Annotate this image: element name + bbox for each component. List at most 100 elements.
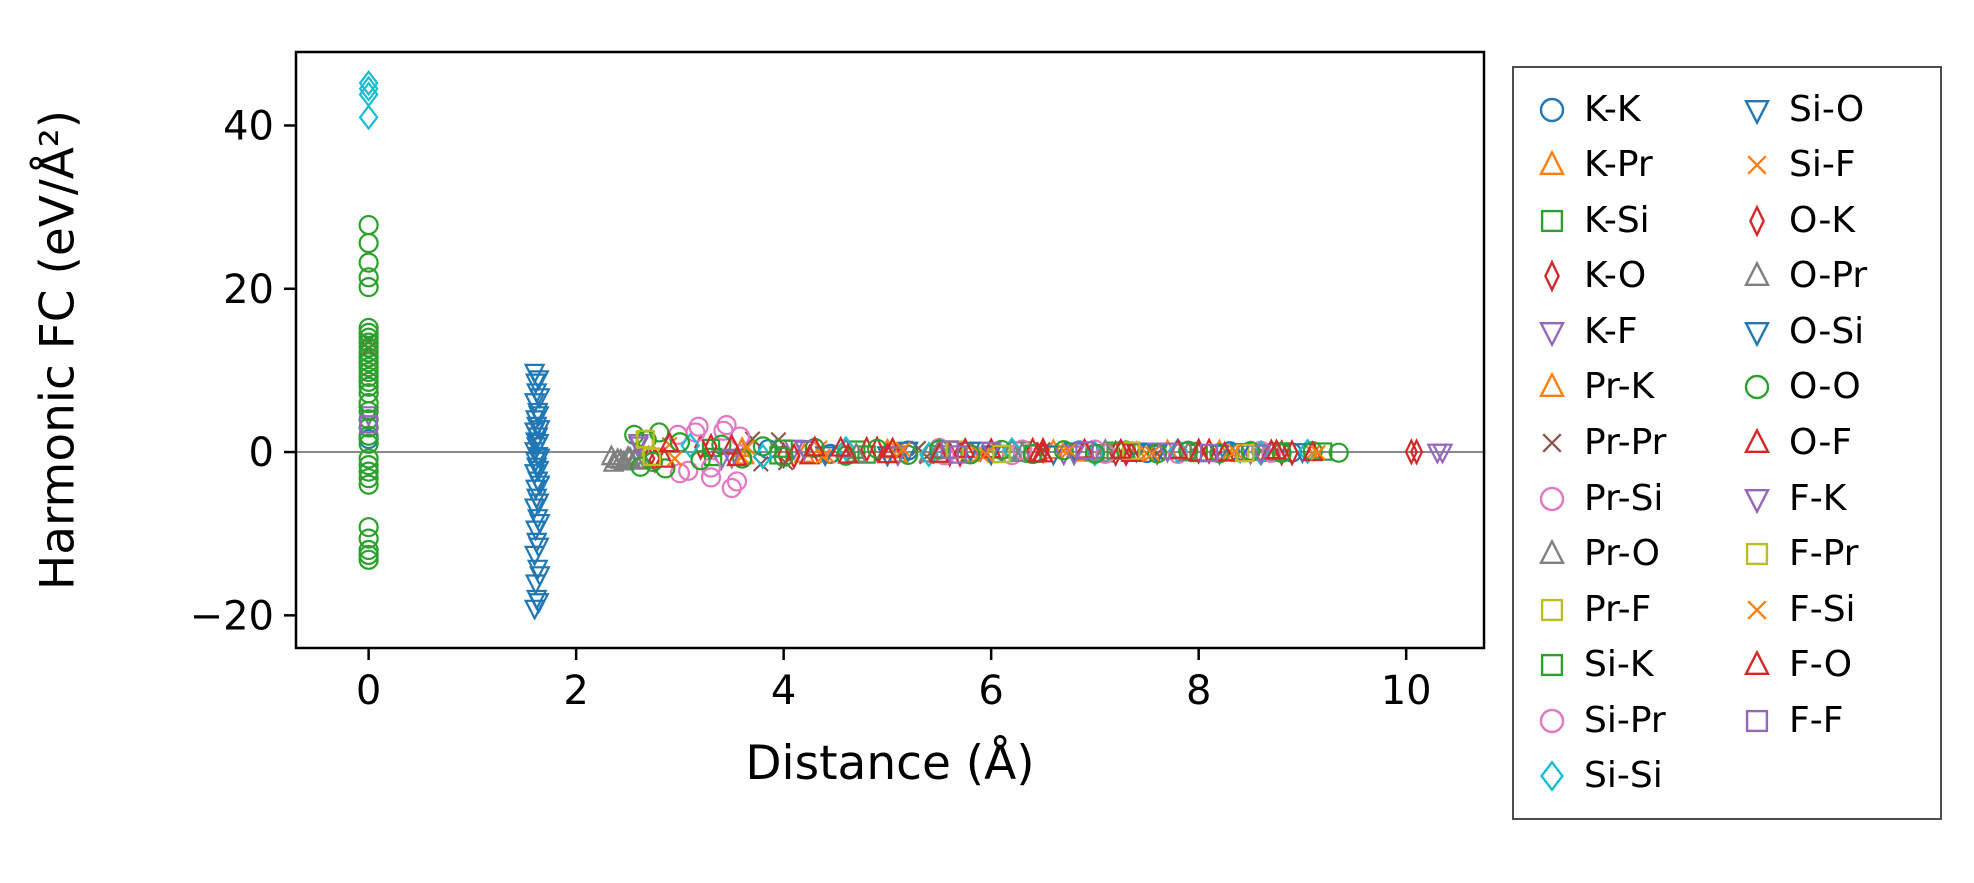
data-point <box>358 342 379 363</box>
data-point <box>1084 443 1106 464</box>
legend-label: Pr-Si <box>1584 477 1664 519</box>
data-point <box>720 433 743 455</box>
data-point <box>527 406 550 428</box>
data-point <box>1061 442 1077 459</box>
y-tick-label: 20 <box>223 267 274 313</box>
legend-label: O-O <box>1789 366 1861 408</box>
data-point <box>358 455 379 476</box>
data-point <box>732 448 753 469</box>
y-tick-label: 0 <box>249 430 274 476</box>
legend-label: O-F <box>1789 421 1853 463</box>
x-axis-label: Distance (Å) <box>745 736 1035 791</box>
legend-item-F-Pr: F-Pr <box>1739 526 1920 582</box>
data-point <box>928 441 951 463</box>
triangle-down-marker-icon <box>1744 321 1770 348</box>
data-point <box>721 477 742 499</box>
data-point <box>655 458 676 479</box>
legend-label: Si-O <box>1789 88 1865 130</box>
data-point <box>835 435 856 462</box>
data-point <box>624 448 647 470</box>
legend-item-O-Si: O-Si <box>1739 304 1920 360</box>
y-axis-label: Harmonic FC (eV/Å²) <box>30 109 86 591</box>
data-point <box>527 433 550 456</box>
legend-label: Si-Si <box>1584 755 1663 797</box>
series-F-F <box>359 415 1219 464</box>
data-point <box>358 366 379 388</box>
data-point <box>529 388 551 410</box>
data-point <box>529 566 551 588</box>
data-point <box>1209 443 1230 464</box>
data-point <box>700 467 722 488</box>
data-point <box>358 352 379 373</box>
legend-item-Si-Pr: Si-Pr <box>1534 693 1715 749</box>
legend-item-F-O: F-O <box>1739 637 1920 693</box>
data-point <box>636 429 655 449</box>
data-point <box>529 420 551 442</box>
x-tick-label: 0 <box>356 668 381 714</box>
legend-item-K-Pr: K-Pr <box>1534 138 1715 194</box>
y-tick-label: 40 <box>223 103 274 149</box>
data-point <box>980 437 1002 459</box>
data-point <box>527 537 550 559</box>
data-point <box>1285 438 1299 467</box>
legend-label: Pr-K <box>1584 366 1655 408</box>
data-point <box>1250 444 1272 466</box>
data-point <box>948 445 968 464</box>
data-point <box>1138 445 1155 462</box>
data-point <box>716 415 737 436</box>
legend-item-F-K: F-K <box>1739 471 1920 527</box>
data-point <box>1011 440 1034 462</box>
data-point <box>1208 444 1231 466</box>
x-tick-label: 10 <box>1381 668 1432 714</box>
legend-label: K-Si <box>1584 199 1650 241</box>
data-point <box>793 441 816 463</box>
legend-label: F-Si <box>1789 588 1856 630</box>
data-point <box>929 439 950 460</box>
data-point <box>358 448 379 469</box>
data-point <box>529 448 551 470</box>
data-point <box>526 559 549 581</box>
data-point <box>358 69 379 97</box>
legend-item-K-F: K-F <box>1534 304 1715 360</box>
data-point <box>358 549 379 570</box>
circle-marker-icon <box>1539 708 1565 733</box>
data-point <box>977 446 994 463</box>
square-marker-icon <box>1540 598 1564 621</box>
data-point <box>609 447 632 469</box>
data-point <box>1094 437 1117 460</box>
data-point <box>720 448 743 470</box>
data-point <box>358 371 379 392</box>
triangle-up-marker-icon <box>1539 150 1565 176</box>
data-point <box>1271 442 1292 463</box>
data-point <box>358 332 379 353</box>
data-point <box>1304 444 1321 461</box>
data-point <box>1265 438 1288 460</box>
data-point <box>1110 437 1132 459</box>
triangle-up-marker-icon <box>1744 261 1770 287</box>
circle-marker-icon <box>1744 375 1770 400</box>
legend-item-O-F: O-F <box>1739 415 1920 471</box>
data-point <box>1144 445 1160 462</box>
data-point <box>1032 441 1054 463</box>
legend-item-Pr-Pr: Pr-Pr <box>1534 415 1715 471</box>
data-point <box>898 444 919 466</box>
legend-item-O-Pr: O-Pr <box>1739 249 1920 305</box>
triangle-down-marker-icon <box>1539 321 1565 348</box>
legend-item-F-F: F-F <box>1739 693 1920 749</box>
data-point <box>1261 442 1282 463</box>
data-point <box>358 461 379 482</box>
legend-label: F-F <box>1789 699 1844 741</box>
data-point <box>600 444 623 466</box>
data-point <box>928 437 951 459</box>
legend-label: O-Pr <box>1789 255 1868 297</box>
series-Si-O <box>523 363 1314 621</box>
thin-diamond-marker-icon <box>1749 204 1765 238</box>
legend-label: K-F <box>1584 310 1638 352</box>
data-point <box>630 456 651 477</box>
data-point <box>1227 443 1243 460</box>
series-O-Si <box>527 370 1251 615</box>
data-point <box>803 435 826 457</box>
x-marker-icon <box>1747 155 1767 175</box>
data-point <box>680 432 701 459</box>
data-point <box>1404 438 1418 466</box>
